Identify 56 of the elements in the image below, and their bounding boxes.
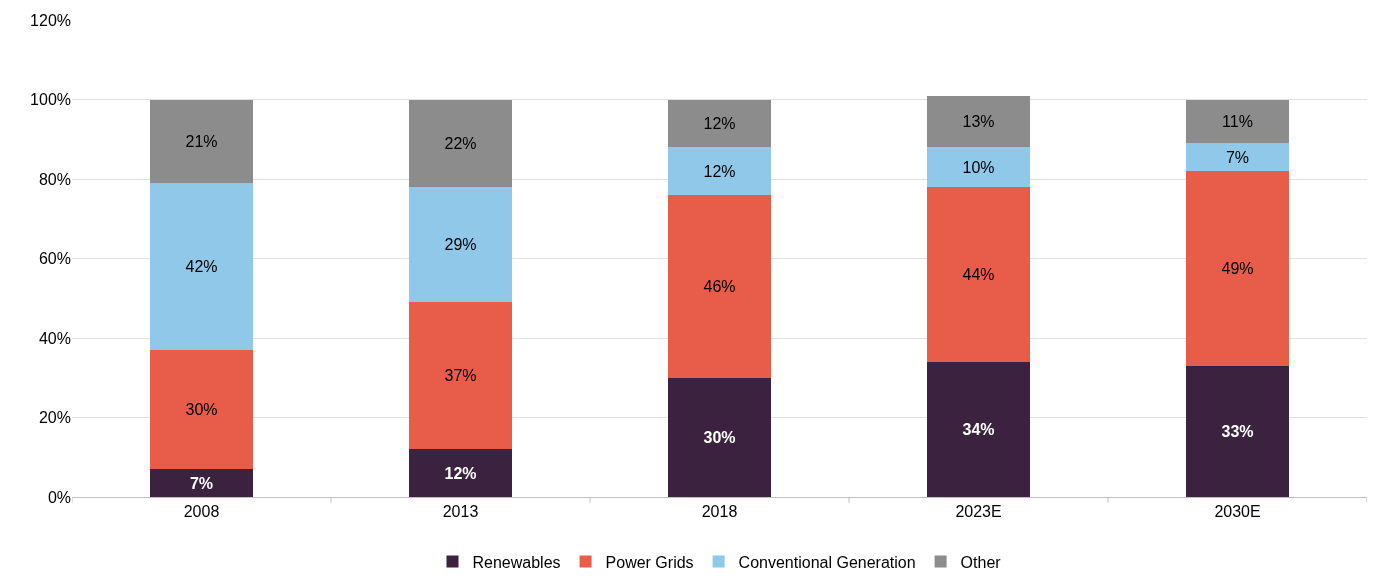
bar [149, 469, 254, 497]
bar [408, 99, 513, 187]
y-tick-label: 60% [38, 250, 71, 268]
y-tick-label: 80% [38, 170, 71, 188]
bar [667, 194, 772, 378]
bar [667, 147, 772, 195]
bar [926, 186, 1031, 362]
data-label: 34% [962, 420, 995, 438]
data-label: 22% [444, 134, 477, 152]
bar [149, 99, 254, 183]
data-label: 10% [962, 158, 995, 176]
data-label: 7% [189, 474, 214, 492]
bar [926, 147, 1031, 187]
x-tick-label: 2013 [442, 503, 479, 521]
x-tick-label: 2023E [955, 503, 1002, 521]
data-label: 49% [1221, 259, 1254, 277]
bar [408, 186, 513, 303]
y-tick-label: 100% [30, 91, 71, 109]
data-label: 7% [1225, 148, 1250, 166]
data-label: 12% [703, 114, 736, 132]
data-label: 11% [1222, 112, 1253, 130]
bar [667, 377, 772, 497]
legend-label: Power Grids [605, 553, 694, 571]
data-label: 29% [444, 236, 477, 254]
bar [149, 182, 254, 350]
bar [926, 95, 1031, 148]
y-tick-label: 0% [47, 488, 71, 506]
y-tick-label: 40% [38, 329, 71, 347]
x-tick-label: 2030E [1214, 503, 1261, 521]
x-tick-label: 2018 [701, 503, 738, 521]
legend-label: Renewables [472, 553, 561, 571]
data-label: 33% [1221, 422, 1254, 440]
x-tick-label: 2008 [183, 503, 220, 521]
legend-label: Other [960, 553, 1002, 571]
bar [149, 349, 254, 470]
data-label: 21% [185, 132, 218, 150]
data-label: 46% [703, 277, 736, 295]
bar [926, 361, 1031, 497]
data-label: 13% [962, 112, 995, 130]
bar [1185, 365, 1290, 497]
bar [667, 99, 772, 148]
bar [1185, 171, 1290, 366]
bar [408, 449, 513, 497]
bar [1185, 99, 1290, 144]
data-label: 42% [185, 257, 218, 275]
data-label: 12% [703, 162, 736, 180]
data-label: 12% [444, 464, 477, 482]
data-label: 30% [703, 428, 736, 446]
legend-label: Conventional Generation [738, 553, 916, 571]
bar [1185, 143, 1290, 172]
data-label: 37% [444, 367, 477, 385]
data-label: 44% [962, 265, 995, 283]
y-tick-label: 120% [30, 11, 71, 29]
bar [408, 302, 513, 450]
data-label: 30% [185, 401, 218, 419]
y-tick-label: 20% [38, 409, 71, 427]
